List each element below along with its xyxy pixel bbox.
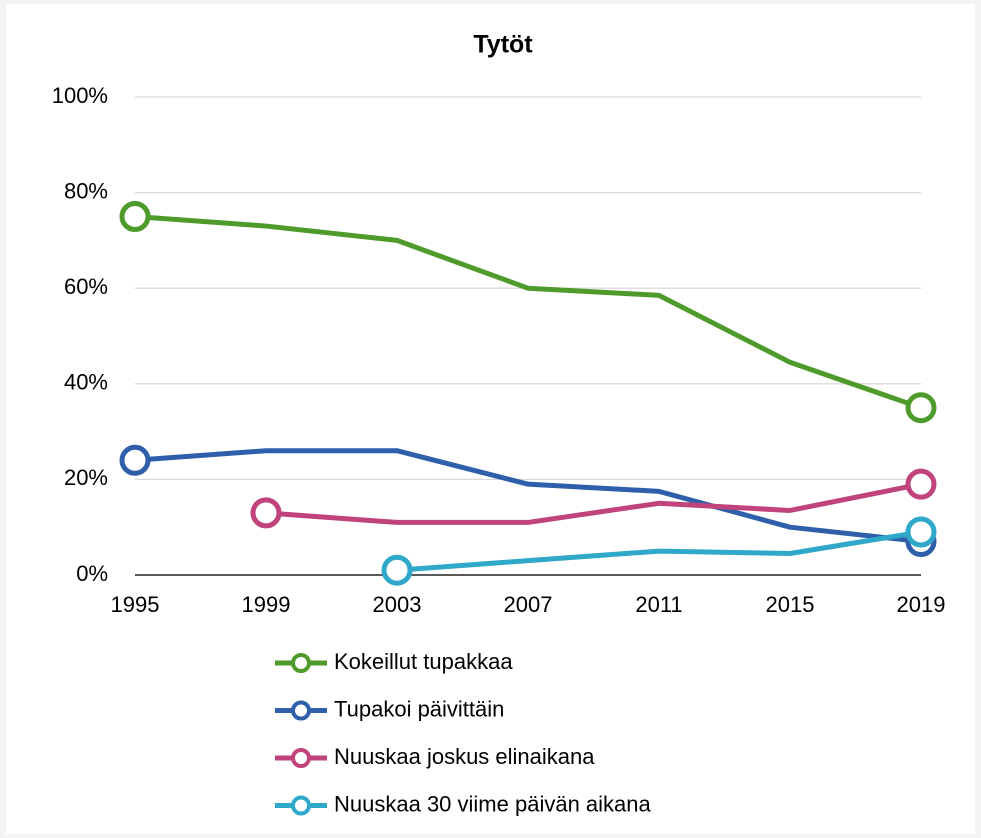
series-line (134, 214, 922, 411)
chart-title: Tytöt (473, 31, 533, 59)
series-marker (119, 444, 151, 476)
y-tick-label: 60% (64, 274, 108, 299)
x-tick-label: 1999 (242, 592, 291, 617)
y-tick-label: 20% (64, 465, 108, 490)
legend-marker (291, 795, 311, 816)
series-line (134, 448, 922, 545)
y-tick-label: 80% (64, 178, 108, 203)
x-tick-label: 1995 (111, 592, 160, 617)
legend-label: Kokeillut tupakkaa (334, 649, 513, 674)
legend-marker (291, 748, 311, 768)
legend-label: Nuuskaa 30 viime päivän aikana (334, 791, 652, 816)
y-tick-label: 0% (76, 561, 108, 586)
series-marker (119, 201, 151, 232)
chart-background (6, 4, 975, 834)
legend-label: Tupakoi päivittäin (334, 696, 504, 721)
series-marker (250, 497, 282, 529)
y-tick-label: 40% (64, 370, 108, 395)
x-tick-label: 2015 (766, 592, 815, 617)
legend-marker (291, 653, 311, 673)
series-line (396, 529, 922, 573)
series-marker (905, 516, 937, 548)
y-tick-label: 100% (52, 83, 108, 108)
series-marker (381, 554, 413, 586)
x-tick-label: 2019 (897, 592, 946, 617)
x-tick-label: 2003 (373, 592, 422, 617)
x-tick-label: 2007 (504, 592, 553, 617)
legend-marker (291, 700, 311, 721)
series-marker (905, 468, 937, 500)
legend-label: Nuuskaa joskus elinaikana (334, 744, 595, 769)
series-marker (905, 392, 937, 424)
x-tick-label: 2011 (635, 592, 682, 617)
series-line (265, 481, 922, 525)
